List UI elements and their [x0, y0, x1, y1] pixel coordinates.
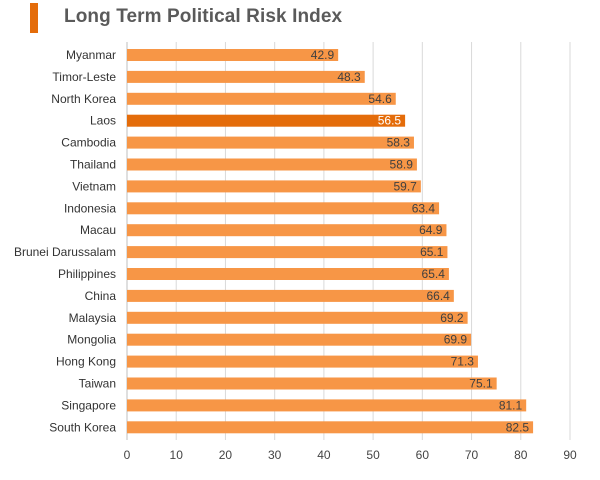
value-labels: 42.948.3 54.6 56.5 58.3 58.9 59.7 63.4 64.9 65.1…: [311, 48, 530, 434]
bar: [127, 289, 454, 302]
category-label: North Korea: [51, 92, 116, 106]
category-label: Philippines: [58, 267, 116, 281]
data-label: 69.2: [440, 311, 464, 325]
data-label: 82.5: [506, 420, 530, 434]
bar: [127, 136, 414, 149]
x-tick-label: 80: [514, 448, 528, 462]
data-label: 64.9: [419, 223, 443, 237]
category-label: Cambodia: [61, 136, 116, 150]
category-label: China: [85, 289, 117, 303]
bar: [127, 355, 478, 368]
x-axis-tick-labels: 0 10 20 30 40 50 60 70 80 90: [124, 448, 577, 462]
category-label: Malaysia: [69, 311, 117, 325]
bar: [127, 202, 440, 215]
category-label: Laos: [90, 114, 116, 128]
data-label: 65.4: [422, 267, 446, 281]
data-label: 48.3: [337, 70, 361, 84]
category-label: Mongolia: [67, 333, 116, 347]
data-label: 65.1: [420, 245, 444, 259]
bar: [127, 70, 365, 83]
data-label: 81.1: [499, 398, 523, 412]
data-label: 63.4: [412, 201, 436, 215]
data-label: 58.9: [390, 158, 414, 172]
x-tick-label: 0: [124, 448, 131, 462]
category-label: Timor-Leste: [52, 70, 116, 84]
category-label: Hong Kong: [56, 355, 116, 369]
category-label: Singapore: [61, 398, 116, 412]
bar: [127, 246, 448, 259]
category-label: Vietnam: [72, 179, 116, 193]
bar: [127, 268, 449, 280]
data-label: 54.6: [368, 92, 392, 106]
data-label: 42.9: [311, 48, 335, 62]
x-tick-label: 90: [563, 448, 577, 462]
bar: [127, 333, 472, 346]
bar: [127, 114, 406, 127]
category-label: Macau: [80, 223, 116, 237]
x-tick-label: 60: [416, 448, 430, 462]
x-tick-label: 20: [219, 448, 233, 462]
title-accent-marker: [30, 3, 38, 33]
data-label: 71.3: [451, 355, 475, 369]
chart-title: Long Term Political Risk Index: [64, 6, 343, 27]
category-label: Myanmar: [66, 48, 116, 62]
bars: [127, 49, 534, 434]
category-label: South Korea: [49, 420, 116, 434]
bar: [127, 92, 396, 105]
bar: [127, 49, 339, 61]
category-label: Brunei Darussalam: [14, 245, 116, 259]
category-label: Indonesia: [64, 201, 116, 215]
gridlines: [126, 42, 571, 440]
bar: [127, 158, 417, 171]
x-tick-label: 70: [465, 448, 479, 462]
bar: [127, 180, 421, 193]
data-label: 58.3: [387, 136, 411, 150]
bar: [127, 421, 534, 434]
x-tick-label: 10: [170, 448, 184, 462]
bar: [127, 224, 447, 237]
x-tick-label: 50: [366, 448, 380, 462]
bar: [127, 399, 527, 412]
x-tick-label: 30: [268, 448, 282, 462]
x-tick-label: 40: [317, 448, 331, 462]
data-label: 59.7: [393, 179, 417, 193]
bar: [127, 377, 497, 390]
bar: [127, 311, 468, 324]
category-label: Taiwan: [79, 377, 116, 391]
category-label: Thailand: [70, 158, 116, 172]
data-label: 75.1: [469, 377, 493, 391]
category-labels: Myanmar Timor-Leste North Korea Laos Cambodi…: [14, 48, 116, 434]
data-label: 66.4: [426, 289, 450, 303]
data-label: 56.5: [378, 114, 402, 128]
data-label: 69.9: [444, 333, 468, 347]
